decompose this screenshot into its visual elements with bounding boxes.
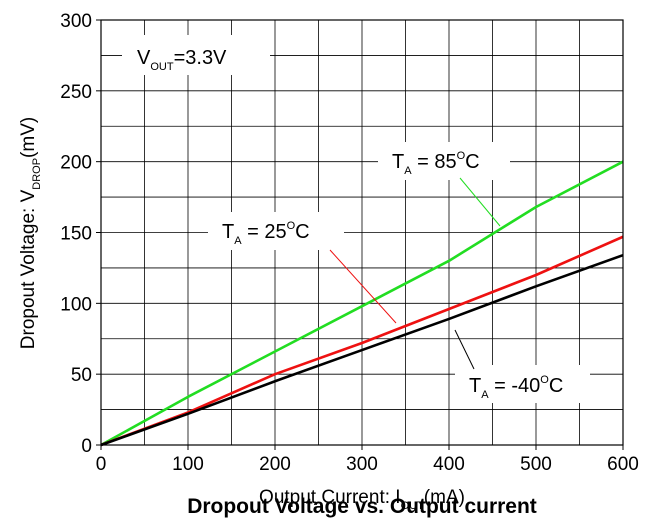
series-label-25: TA = 25OC — [208, 212, 397, 324]
condition-value: =3.3V — [174, 47, 227, 69]
series-label-85: TA = 85OC — [378, 142, 510, 227]
y-tick-label: 250 — [60, 82, 92, 103]
x-tick-label: 0 — [96, 454, 107, 475]
chart-title: Dropout Voltage vs. Output current — [187, 495, 537, 518]
y-axis-label: Dropout Voltage: VDROP(mV) — [18, 117, 43, 349]
svg-text:VOUT=3.3V: VOUT=3.3V — [137, 47, 227, 73]
y-tick-label: 150 — [60, 224, 92, 245]
y-tick-label: 100 — [60, 294, 92, 315]
y-tick-label: 0 — [81, 436, 92, 457]
condition-sub: OUT — [150, 61, 174, 73]
x-tick-label: 100 — [172, 454, 204, 475]
x-tick-label: 500 — [520, 454, 552, 475]
tick-labels: 0 100 200 300 400 500 600 0 50 100 150 200 250 300 — [60, 11, 639, 475]
series-label-minus-40: TA = -40OC — [454, 329, 590, 403]
x-tick-label: 200 — [259, 454, 291, 475]
condition-main: V — [137, 47, 151, 69]
condition-annotation: VOUT=3.3V — [122, 35, 270, 75]
svg-text:TA = 85OC: TA = 85OC — [392, 150, 480, 177]
y-tick-label: 200 — [60, 153, 92, 174]
x-tick-label: 600 — [607, 454, 639, 475]
svg-text:TA = 25OC: TA = 25OC — [222, 220, 310, 247]
y-tick-label: 300 — [60, 11, 92, 32]
svg-text:TA = -40OC: TA = -40OC — [469, 374, 563, 401]
series-line-85 — [100, 160, 624, 447]
series-line-25 — [100, 235, 624, 447]
y-tick-label: 50 — [71, 365, 92, 386]
x-axis-label: Output Current: IOUT(mA) — [259, 487, 465, 512]
series-lines — [100, 160, 624, 447]
x-tick-label: 300 — [346, 454, 378, 475]
x-tick-label: 400 — [433, 454, 465, 475]
series-line-minus-40 — [100, 253, 624, 447]
